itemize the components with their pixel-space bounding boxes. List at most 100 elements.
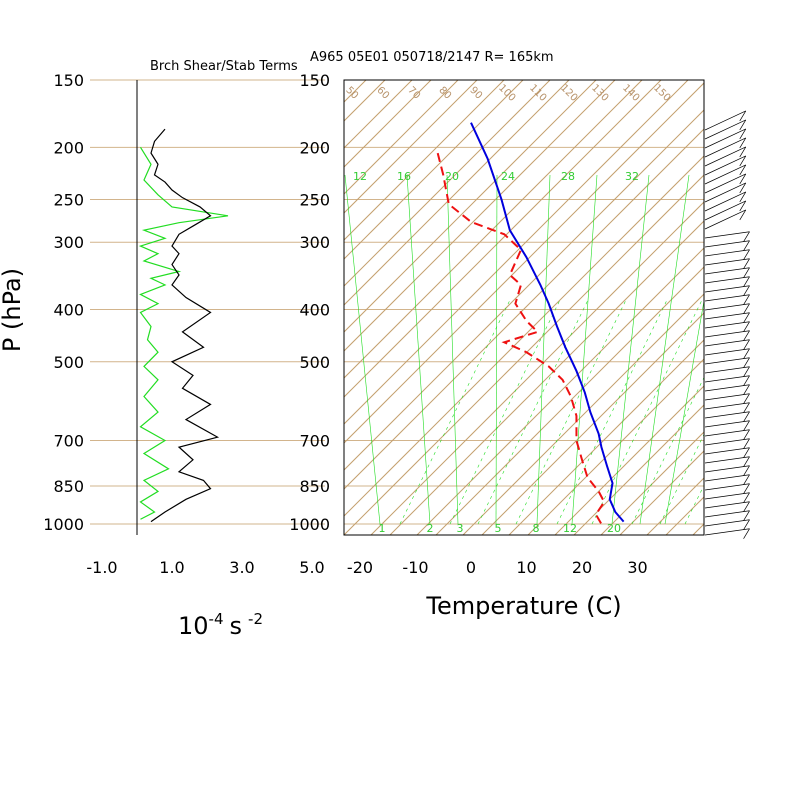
mix-line (344, 174, 381, 525)
adiabat-label: 130 (589, 83, 610, 104)
wind-barb (704, 164, 747, 185)
left-p-label: 850 (53, 477, 84, 496)
adiabat (692, 523, 704, 535)
wind-barb (704, 173, 747, 194)
wind-barb (704, 146, 747, 167)
left-p-label: 300 (53, 233, 84, 252)
isotherm (344, 80, 570, 306)
wind-barb (704, 110, 747, 131)
right-p-label: 250 (299, 191, 330, 210)
adiabat-label: 140 (620, 83, 641, 104)
units-exp: -4 (209, 610, 224, 628)
temp-x-label: 20 (572, 558, 592, 577)
right-p-label: 200 (299, 138, 330, 157)
mix-bottom-label: 20 (607, 522, 621, 535)
wind-barb (704, 357, 750, 368)
adiabat (344, 80, 505, 241)
wind-barb (704, 200, 747, 221)
left-p-label: 500 (53, 353, 84, 372)
left-x-label: 3.0 (229, 558, 254, 577)
wind-barb (704, 276, 750, 287)
left-x-label: 5.0 (299, 558, 324, 577)
adiabat (416, 247, 704, 535)
left-x-tick-labels: -1.0 1.0 3.0 5.0 (86, 558, 324, 577)
mix-bottom-label: 1 (379, 522, 386, 535)
temperature-line (470, 122, 625, 523)
adiabat-label: 60 (374, 85, 391, 102)
wind-barb (704, 492, 750, 503)
adiabat (344, 80, 459, 195)
temperature-tick-labels: -20 -10 0 10 20 30 (347, 558, 648, 577)
wind-barb (704, 182, 747, 203)
right-p-label: 400 (299, 301, 330, 320)
right-pressure-labels: 150 200 250 300 400 500 700 850 1000 (289, 71, 330, 534)
dry-adiabats (344, 80, 704, 535)
adiabat (462, 293, 704, 535)
mix-top-label: 32 (625, 170, 639, 183)
adiabat (344, 80, 597, 333)
adiabat (344, 80, 551, 287)
isotherm (344, 80, 662, 398)
wind-barb (704, 447, 750, 458)
mix-bottom-label: 5 (495, 522, 502, 535)
right-plot-frame (343, 79, 705, 536)
isotherm (344, 128, 704, 490)
wind-barb (704, 294, 750, 305)
mix-top-label: 12 (353, 170, 367, 183)
left-x-label: -1.0 (86, 558, 117, 577)
adiabat-label: 110 (527, 83, 548, 104)
wind-barb (704, 429, 750, 440)
wind-barb (704, 411, 750, 422)
wind-barb (704, 348, 750, 359)
left-p-label: 400 (53, 301, 84, 320)
wind-barb (704, 501, 750, 512)
right-pressure-gridlines (344, 80, 704, 525)
wind-barb (704, 312, 750, 323)
mixing-ratio-lines (344, 174, 704, 525)
left-p-label: 200 (53, 138, 84, 157)
mix-top-label: 20 (445, 170, 459, 183)
adiabat-label: 100 (496, 83, 517, 104)
wind-barb (704, 267, 750, 278)
isotherm (435, 266, 704, 535)
isotherm (527, 358, 704, 535)
right-p-label: 500 (299, 353, 330, 372)
mix-top-label: 16 (397, 170, 411, 183)
right-p-label: 1000 (289, 515, 330, 534)
left-panel-title: Brch Shear/Stab Terms (150, 59, 298, 74)
wind-barb (704, 456, 750, 467)
wind-barb (704, 137, 747, 158)
units-base: 10 (178, 612, 209, 640)
wind-barb (704, 321, 750, 332)
temp-x-label: 10 (516, 558, 536, 577)
moist-adiabat (684, 484, 704, 525)
mix-line (536, 174, 551, 525)
adiabat-label: 50 (343, 85, 360, 102)
wind-barb (704, 465, 750, 476)
isotherm (344, 80, 616, 352)
isotherm (389, 220, 704, 535)
adiabat-label: 70 (405, 85, 422, 102)
moist-adiabat (631, 376, 704, 525)
mix-bottom-label: 8 (533, 522, 540, 535)
wind-barb (704, 402, 750, 413)
wind-barb (704, 528, 750, 539)
wind-barb (704, 420, 750, 431)
adiabat (508, 339, 704, 535)
isotherm (0, 80, 293, 535)
isotherm (344, 80, 524, 260)
isotherm (344, 80, 432, 168)
isotherm (0, 80, 339, 535)
wind-barb (704, 384, 750, 395)
left-x-label: 1.0 (159, 558, 184, 577)
wind-barb (704, 510, 750, 521)
left-p-label: 1000 (43, 515, 84, 534)
left-p-label: 150 (53, 71, 84, 90)
mix-line (639, 174, 690, 525)
wind-barb (704, 519, 750, 530)
temp-x-label: 0 (466, 558, 476, 577)
left-p-label: 700 (53, 432, 84, 451)
isotherm (344, 80, 478, 214)
